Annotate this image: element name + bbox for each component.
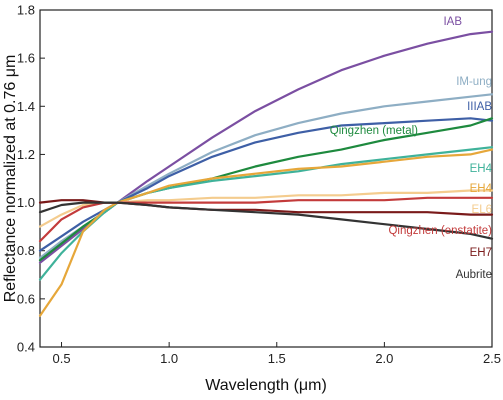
y-tick-label: 1.8 [17,3,35,18]
y-tick-label: 1.0 [17,195,35,210]
y-tick-label: 1.4 [17,99,35,114]
y-tick-label: 1.2 [17,147,35,162]
x-axis-ticks: 0.5 1.0 1.5 2.0 2.5 [52,342,501,366]
series-label: EL6 [472,204,492,216]
series-label: EH4 [470,183,493,195]
y-tick-label: 0.6 [17,291,35,306]
x-tick-label: 2.5 [483,351,501,366]
x-axis-title: Wavelength (μm) [205,377,327,394]
series-line [38,148,494,317]
series-line [38,117,494,252]
y-axis-ticks: 0.4 0.6 0.8 1.0 1.2 1.4 1.6 1.8 [17,3,45,355]
series-label: Qingzhen (metal) [330,125,418,137]
series-label: Qingzhen (enstatite) [388,225,492,237]
series-label: IAB [443,16,462,28]
series-line [38,189,494,228]
x-tick-label: 0.5 [52,351,70,366]
series-label: IIIAB [467,101,492,113]
y-axis-title: Reflectance normalized at 0.76 μm [2,55,19,303]
x-tick-label: 1.0 [160,351,178,366]
series-line [38,201,494,240]
series-label: EH4 [470,163,493,175]
series-line [38,196,494,243]
x-tick-label: 2.0 [375,351,393,366]
y-tick-label: 0.8 [17,243,35,258]
series-labels: IAB IM-ung IIIAB Qingzhen (metal) EH4 EH4 EL6 Q… [330,16,493,281]
plot-frame [39,9,493,348]
series-lines [38,30,494,317]
series-label: IM-ung [456,76,492,88]
x-tick-label: 1.5 [268,351,286,366]
y-tick-label: 0.4 [17,340,35,355]
series-label: Aubrite [456,269,492,281]
y-tick-label: 1.6 [17,51,35,66]
series-label: EH7 [470,247,492,259]
plot-area [39,9,493,348]
